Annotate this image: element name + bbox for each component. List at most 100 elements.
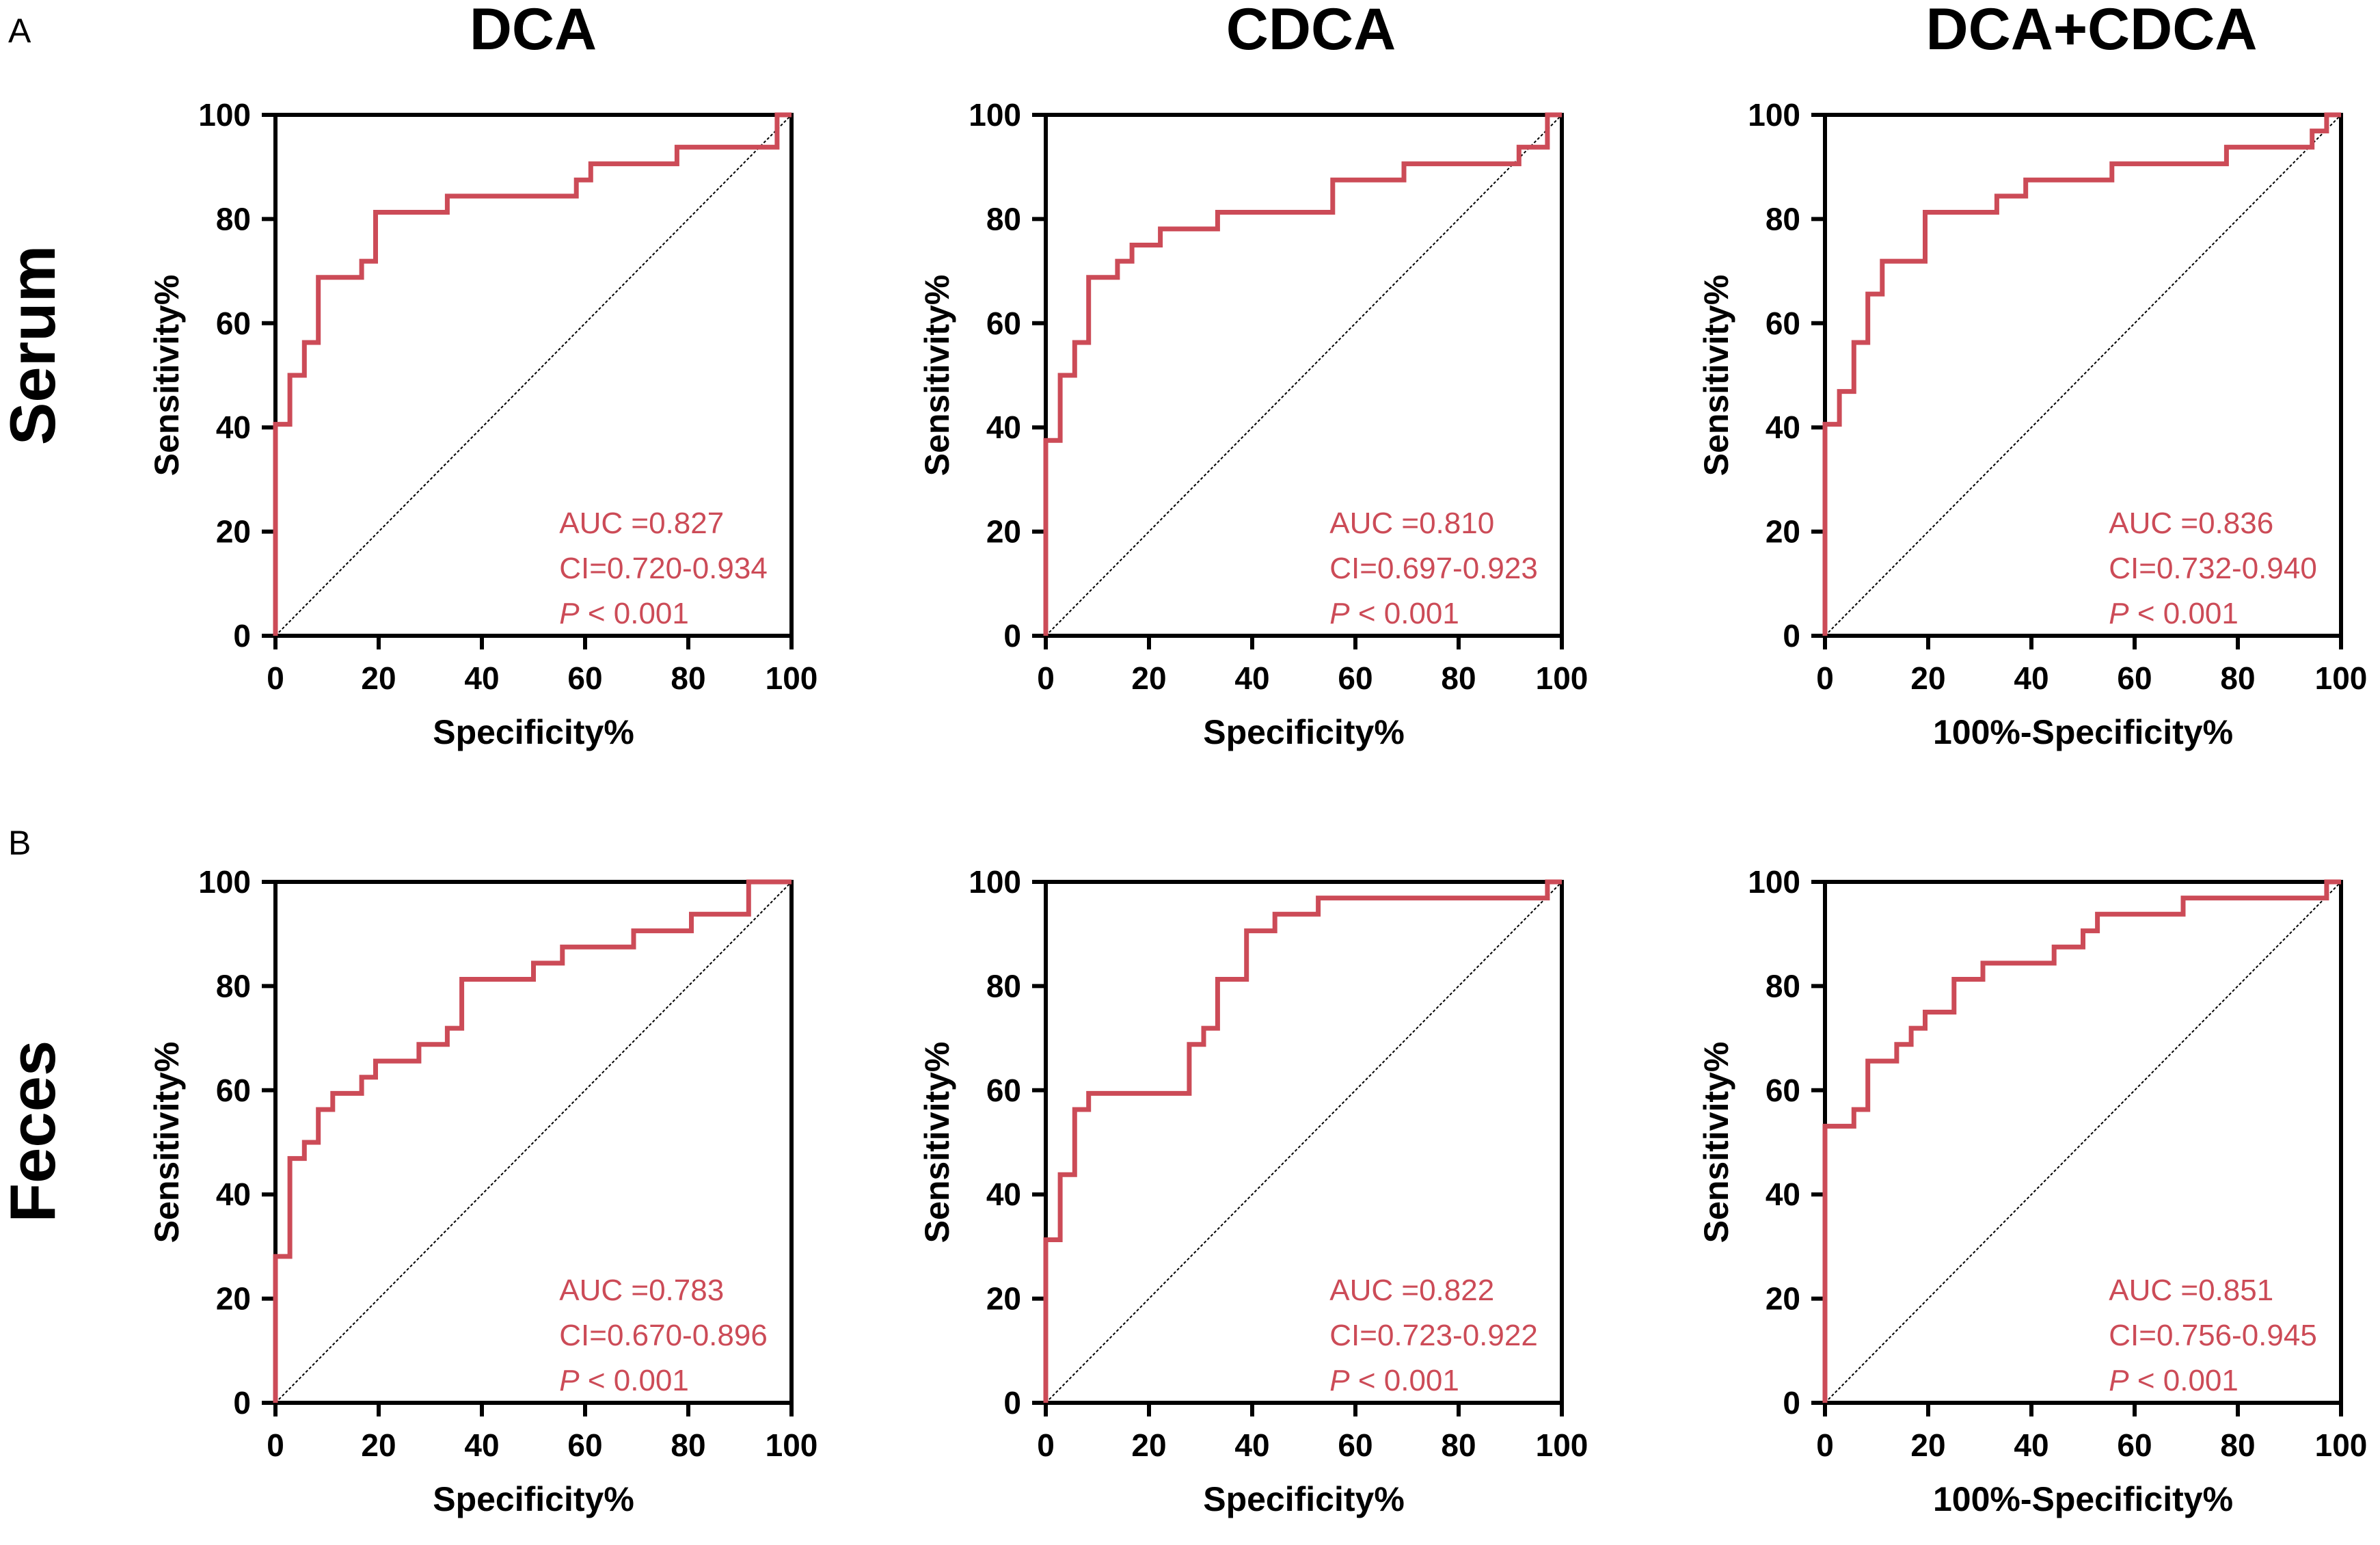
y-tick-label: 60 — [1766, 1073, 1800, 1108]
x-tick-label: 80 — [671, 1427, 705, 1463]
p-annotation: P < 0.001 — [1329, 597, 1459, 630]
y-tick-label: 0 — [233, 618, 251, 654]
roc-curve — [1043, 112, 1562, 636]
p-annotation: P < 0.001 — [559, 597, 689, 630]
p-value: < 0.001 — [2129, 1364, 2239, 1397]
y-axis-label: Sensitivity% — [918, 275, 956, 476]
y-tick-label: 80 — [216, 968, 251, 1004]
y-tick-label: 20 — [216, 514, 251, 550]
x-tick-label: 20 — [1131, 660, 1166, 696]
p-symbol: P — [1329, 1364, 1350, 1397]
y-tick-label: 60 — [216, 306, 251, 341]
reference-diagonal — [1824, 114, 2342, 636]
y-tick-label: 80 — [216, 201, 251, 237]
y-tick-label: 40 — [216, 1177, 251, 1212]
x-tick-label: 60 — [1338, 1427, 1372, 1463]
p-symbol: P — [2109, 597, 2129, 630]
roc-panel-1-3: 0 20 40 60 80 100 0 20 40 60 80 100 100%-Specificity… — [1697, 97, 2367, 751]
x-tick-label: 60 — [567, 660, 602, 696]
panel-label-b: B — [8, 824, 31, 862]
column-title-cdca: CDCA — [1226, 0, 1396, 62]
x-tick-label: 80 — [2220, 1427, 2255, 1463]
y-tick-label: 40 — [986, 1177, 1021, 1212]
plot-frame — [1044, 880, 1564, 1405]
ci-annotation: CI=0.732-0.940 — [2109, 552, 2317, 585]
x-tick-label: 80 — [1441, 660, 1476, 696]
x-tick-label: 60 — [2117, 1427, 2152, 1463]
y-tick-label: 60 — [986, 1073, 1021, 1108]
y-tick-label: 100 — [198, 864, 251, 900]
plot-frame — [273, 113, 794, 638]
y-tick-label: 60 — [986, 306, 1021, 341]
ci-annotation: CI=0.697-0.923 — [1329, 552, 1538, 585]
p-value: < 0.001 — [580, 1364, 689, 1397]
y-axis-label: Sensitivity% — [1697, 275, 1735, 476]
ci-annotation: CI=0.756-0.945 — [2109, 1319, 2317, 1352]
x-tick-label: 80 — [2220, 660, 2255, 696]
reference-diagonal — [1045, 881, 1563, 1403]
y-tick-label: 20 — [986, 1281, 1021, 1317]
p-symbol: P — [559, 597, 580, 630]
ci-annotation: CI=0.723-0.922 — [1329, 1319, 1538, 1352]
auc-annotation: AUC =0.836 — [2109, 507, 2273, 540]
roc-panel-1-2: 0 20 40 60 80 100 0 20 40 60 80 100 Specificity% Sens… — [918, 97, 1588, 751]
x-tick-label: 40 — [464, 660, 499, 696]
plot-frame — [1044, 113, 1564, 638]
y-axis-label: Sensitivity% — [148, 1042, 186, 1244]
reference-diagonal — [1824, 881, 2342, 1403]
y-tick-label: 20 — [1766, 1281, 1800, 1317]
y-tick-label: 100 — [969, 97, 1021, 133]
y-tick-label: 40 — [1766, 1177, 1800, 1212]
p-annotation: P < 0.001 — [1329, 1364, 1459, 1397]
row-label-feces: Feces — [0, 1040, 68, 1223]
reference-diagonal — [275, 114, 792, 636]
reference-diagonal — [1045, 114, 1563, 636]
x-tick-label: 20 — [1131, 1427, 1166, 1463]
y-tick-label: 100 — [1748, 864, 1800, 900]
roc-curve — [273, 879, 792, 1403]
x-tick-label: 0 — [1816, 660, 1834, 696]
y-axis-label: Sensitivity% — [1697, 1042, 1735, 1244]
roc-curve — [1043, 879, 1562, 1403]
x-tick-label: 20 — [361, 660, 396, 696]
x-tick-label: 40 — [2014, 660, 2048, 696]
p-symbol: P — [559, 1364, 580, 1397]
x-tick-label: 60 — [1338, 660, 1372, 696]
x-tick-label: 0 — [1816, 1427, 1834, 1463]
p-annotation: P < 0.001 — [2109, 597, 2239, 630]
x-tick-label: 20 — [1910, 1427, 1945, 1463]
x-axis-label: Specificity% — [1203, 1480, 1405, 1518]
x-tick-label: 40 — [2014, 1427, 2048, 1463]
y-tick-label: 60 — [1766, 306, 1800, 341]
x-axis-label: 100%-Specificity% — [1933, 713, 2233, 751]
x-tick-label: 20 — [361, 1427, 396, 1463]
y-tick-label: 20 — [986, 514, 1021, 550]
x-axis-label: Specificity% — [433, 1480, 634, 1518]
plot-frame — [1823, 113, 2343, 638]
x-axis-label: 100%-Specificity% — [1933, 1480, 2233, 1518]
ci-annotation: CI=0.720-0.934 — [559, 552, 768, 585]
x-tick-label: 0 — [267, 1427, 284, 1463]
p-value: < 0.001 — [1350, 1364, 1459, 1397]
y-tick-label: 20 — [1766, 514, 1800, 550]
y-tick-label: 100 — [1748, 97, 1800, 133]
y-tick-label: 40 — [216, 409, 251, 445]
x-tick-label: 100 — [1536, 660, 1588, 696]
x-tick-label: 0 — [1037, 1427, 1055, 1463]
y-tick-label: 60 — [216, 1073, 251, 1108]
y-tick-label: 80 — [1766, 968, 1800, 1004]
x-tick-label: 40 — [464, 1427, 499, 1463]
x-tick-label: 60 — [2117, 660, 2152, 696]
p-value: < 0.001 — [1350, 597, 1459, 630]
x-tick-label: 100 — [1536, 1427, 1588, 1463]
roc-curve — [1822, 112, 2341, 636]
auc-annotation: AUC =0.827 — [559, 507, 724, 540]
p-value: < 0.001 — [580, 597, 689, 630]
x-tick-label: 80 — [1441, 1427, 1476, 1463]
column-title-dca-cdca: DCA+CDCA — [1926, 0, 2258, 62]
y-tick-label: 80 — [986, 968, 1021, 1004]
x-tick-label: 80 — [671, 660, 705, 696]
roc-curve — [273, 112, 792, 636]
x-axis-label: Specificity% — [433, 713, 634, 751]
x-tick-label: 60 — [567, 1427, 602, 1463]
